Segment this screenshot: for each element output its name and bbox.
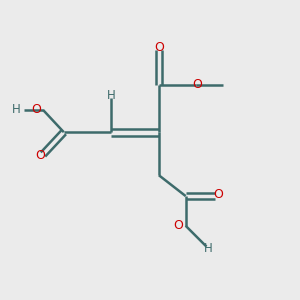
Text: O: O [213,188,223,201]
Text: O: O [32,103,41,116]
Text: H: H [204,242,212,255]
Text: O: O [154,41,164,54]
Text: O: O [193,78,202,91]
Text: O: O [35,149,45,162]
Text: H: H [107,88,116,101]
Text: H: H [12,103,21,116]
Text: O: O [173,219,183,232]
